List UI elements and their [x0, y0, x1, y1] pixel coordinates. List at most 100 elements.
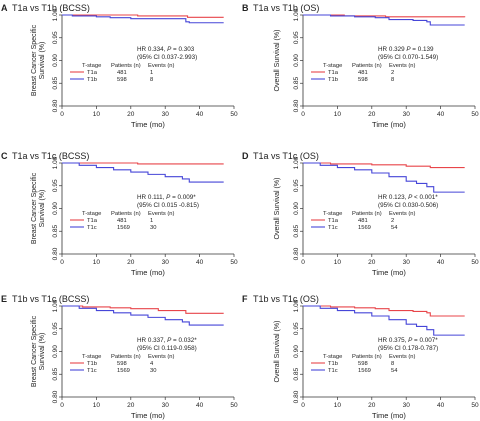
hr-value: HR 0.123, — [378, 194, 408, 201]
panel-letter: D — [242, 151, 249, 161]
y-tick-label: 0.90 — [52, 54, 59, 67]
y-tick-label: 0.90 — [52, 345, 59, 358]
panel-letter: B — [242, 3, 249, 13]
hr-value: HR 0.334, — [137, 46, 167, 53]
x-tick-label: 10 — [334, 259, 342, 266]
x-tick-label: 40 — [437, 402, 445, 409]
ci-text: (95% CI 0.119-0.958) — [137, 345, 197, 352]
y-tick-label: 0.95 — [52, 31, 59, 44]
legend-patients: 1569 — [358, 225, 371, 231]
legend-name: T1b — [87, 77, 97, 83]
y-tick-label: 0.80 — [293, 99, 300, 112]
y-tick-label: 0.85 — [52, 225, 59, 238]
x-tick-label: 40 — [196, 259, 204, 266]
x-tick-label: 20 — [127, 111, 135, 118]
p-value: = 0.139 — [411, 46, 434, 53]
legend-header: Patients (n) — [352, 354, 382, 360]
legend-name: T1c — [328, 225, 338, 231]
legend-name: T1b — [328, 361, 338, 367]
legend-name: T1c — [328, 368, 338, 374]
legend-name: T1a — [87, 218, 98, 224]
hr-value: HR 0.111, — [137, 194, 166, 201]
x-tick-label: 20 — [127, 402, 135, 409]
legend-header: Events (n) — [389, 63, 415, 69]
x-axis-label: Time (mo) — [131, 120, 165, 129]
panel-f: F T1b vs T1c (OS) 0.80 0.85 0.90 0.95 1.00 0 10 2… — [242, 294, 479, 420]
y-axis-label: Overall Survival (%) — [274, 178, 281, 240]
legend-events: 4 — [150, 361, 154, 367]
y-axis-label: Overall Survival (%) — [274, 321, 281, 383]
panel-title: T1b vs T1c (BCSS) — [12, 294, 89, 304]
legend-events: 1 — [150, 218, 153, 224]
y-tick-label: 0.90 — [293, 345, 300, 358]
hr-value: HR 0.329 — [378, 46, 406, 53]
legend-header: T-stage — [82, 354, 101, 360]
y-axis-label: Survival (%) — [39, 333, 46, 371]
legend-header: Events (n) — [148, 63, 174, 69]
ci-text: (95% CI 0.030-0.506) — [378, 202, 438, 209]
legend-events: 8 — [150, 77, 153, 83]
y-tick-label: 0.90 — [293, 202, 300, 215]
ci-text: (95% CI 0.070-1.549) — [378, 54, 438, 61]
y-axis-label: Overall Survival (%) — [274, 30, 281, 92]
y-axis-label: Survival (%) — [39, 190, 46, 228]
p-label: P — [166, 194, 171, 201]
legend-patients: 598 — [117, 77, 127, 83]
panel-e: E T1b vs T1c (BCSS) 0.80 0.85 0.90 0.95 1.00 0 1… — [1, 294, 238, 420]
panel-a: A T1a vs T1b (BCSS) 0.80 0.85 0.90 0.95 1.00 0 1… — [1, 3, 238, 129]
legend-name: T1c — [87, 225, 97, 231]
x-tick-label: 50 — [230, 111, 238, 118]
y-tick-label: 0.95 — [52, 179, 59, 192]
x-tick-label: 50 — [230, 402, 238, 409]
panel-c: C T1a vs T1c (BCSS) 0.80 0.85 0.90 0.95 1.00 0 1… — [1, 151, 238, 277]
x-axis-label: Time (mo) — [372, 268, 406, 277]
y-tick-label: 0.80 — [293, 247, 300, 260]
x-axis-label: Time (mo) — [372, 411, 406, 420]
panel-title: T1b vs T1c (OS) — [253, 294, 319, 304]
hr-text: HR 0.123, P < 0.001* — [378, 194, 438, 201]
legend-events: 30 — [150, 368, 156, 374]
legend-header: Patients (n) — [352, 211, 382, 217]
y-tick-label: 1.00 — [293, 156, 300, 169]
x-tick-label: 20 — [368, 111, 376, 118]
x-tick-label: 0 — [301, 402, 305, 409]
survival-curve-t1a — [303, 14, 466, 18]
legend-header: Events (n) — [389, 354, 415, 360]
panel-title: T1a vs T1c (BCSS) — [12, 151, 89, 161]
legend-header: Patients (n) — [111, 211, 141, 217]
x-tick-label: 10 — [93, 259, 101, 266]
x-tick-label: 50 — [230, 259, 238, 266]
y-tick-label: 0.80 — [52, 99, 59, 112]
x-tick-label: 50 — [471, 259, 479, 266]
p-value: = 0.032* — [171, 337, 197, 344]
survival-curve-t1c — [62, 305, 224, 326]
legend-name: T1c — [87, 368, 97, 374]
legend-patients: 1569 — [117, 368, 130, 374]
x-tick-label: 40 — [196, 402, 204, 409]
x-tick-label: 20 — [368, 402, 376, 409]
hr-text: HR 0.375, P = 0.007* — [378, 337, 438, 344]
y-axis-label: Survival (%) — [39, 42, 46, 80]
x-tick-label: 0 — [301, 111, 305, 118]
legend-header: Events (n) — [389, 211, 415, 217]
legend-name: T1a — [87, 70, 98, 76]
legend-header: T-stage — [323, 211, 342, 217]
legend-name: T1a — [328, 218, 339, 224]
hr-text: HR 0.329 P = 0.139 — [378, 46, 434, 53]
survival-curve-t1a — [62, 162, 224, 165]
legend-events: 2 — [391, 70, 394, 76]
survival-curve-t1a — [303, 162, 465, 169]
y-axis-label: Breast Cancer Specific — [31, 315, 38, 387]
x-tick-label: 30 — [162, 259, 170, 266]
x-axis-label: Time (mo) — [131, 411, 165, 420]
legend-patients: 1569 — [358, 368, 371, 374]
legend-events: 30 — [150, 225, 156, 231]
legend-header: T-stage — [323, 63, 342, 69]
x-tick-label: 0 — [60, 402, 64, 409]
hr-value: HR 0.337, — [137, 337, 167, 344]
panel-letter: C — [1, 151, 8, 161]
legend-name: T1a — [328, 70, 339, 76]
y-tick-label: 0.85 — [293, 225, 300, 238]
legend-patients: 598 — [358, 77, 368, 83]
legend-events: 54 — [391, 368, 398, 374]
